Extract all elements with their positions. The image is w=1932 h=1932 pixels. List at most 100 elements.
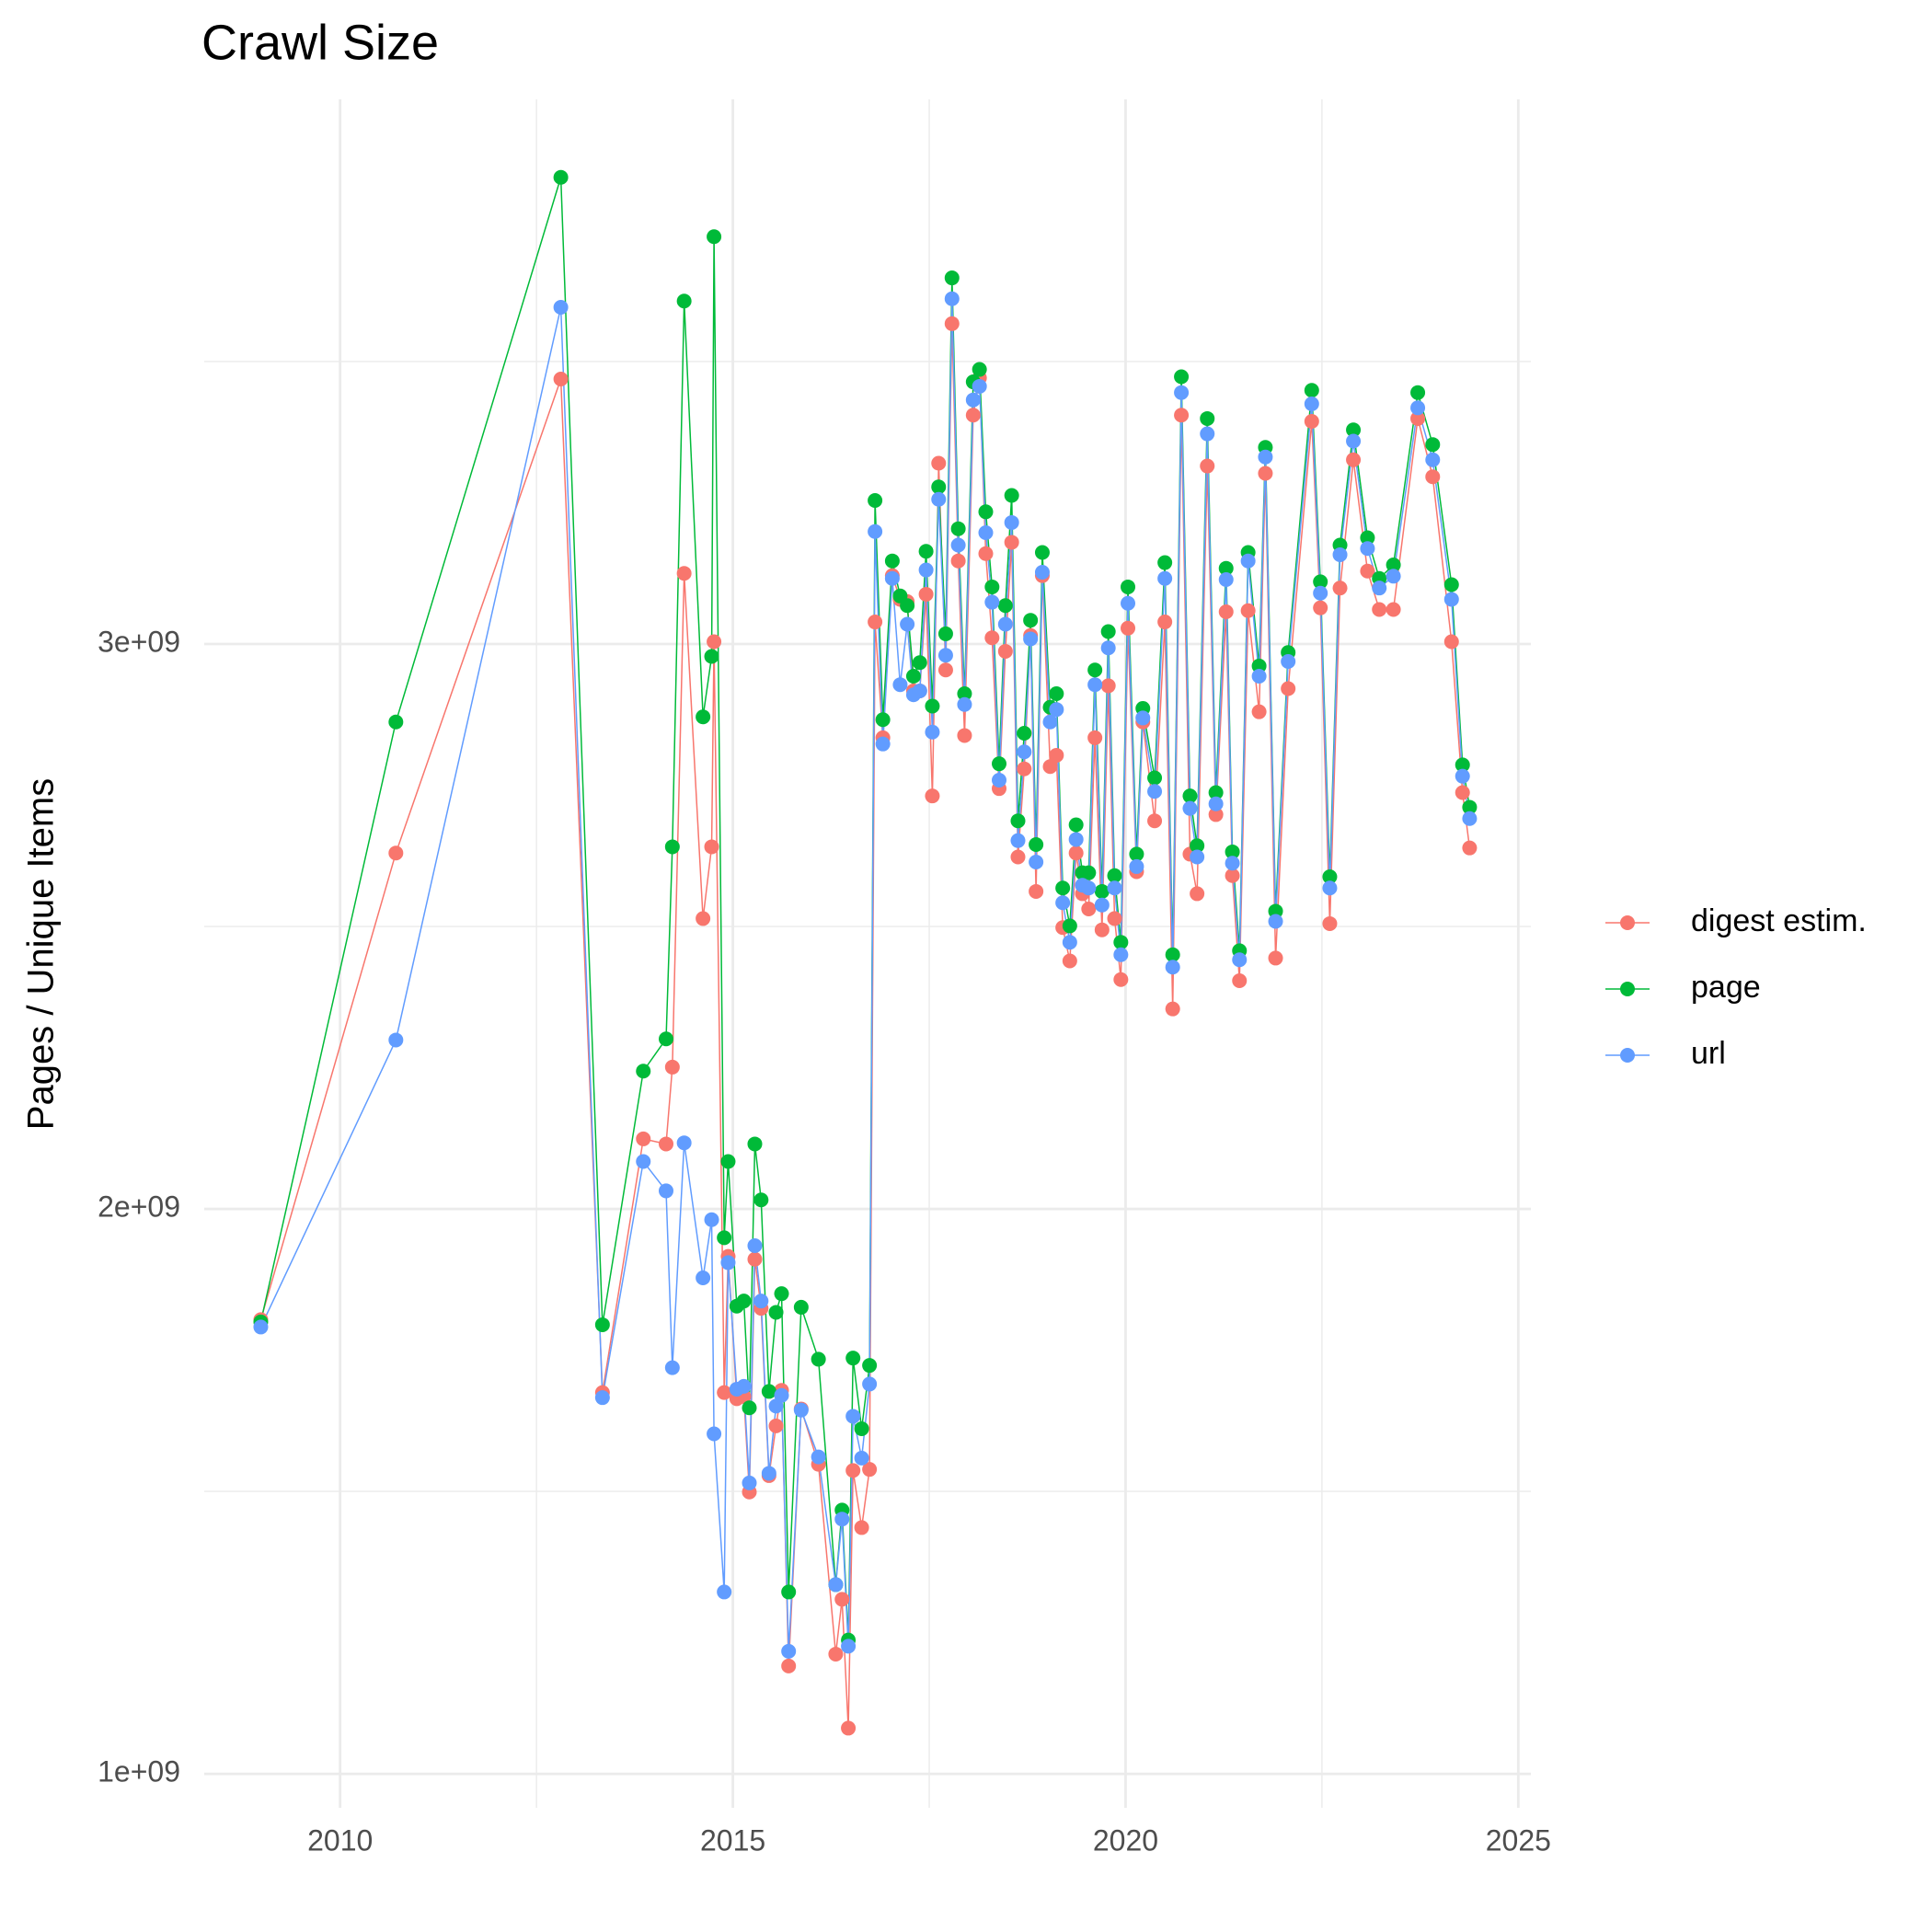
data-point [761,1466,776,1481]
data-point [1062,935,1077,950]
data-point [1225,868,1240,883]
data-point [1258,449,1273,465]
data-point [811,1449,826,1465]
data-point [957,686,972,702]
plot-area [253,169,1478,1736]
data-point [937,626,953,641]
data-point [1062,953,1077,969]
data-point [736,1294,752,1309]
legend-marker [1620,1048,1635,1063]
data-point [978,504,994,520]
data-point [984,630,1000,646]
y-tick-label: 1e+09 [98,1755,180,1788]
legend-marker [1620,915,1635,930]
data-point [707,634,722,650]
data-point [1100,640,1116,656]
data-point [747,1237,763,1253]
data-point [1386,569,1401,584]
data-point [1360,563,1375,579]
data-point [1174,408,1190,423]
y-axis-label: Pages / Unique Items [21,778,62,1130]
data-point [1121,595,1136,611]
data-point [997,598,1013,614]
data-point [696,911,711,926]
data-point [717,1385,732,1400]
data-point [774,1286,789,1302]
data-point [1455,768,1470,784]
data-point [553,169,569,185]
data-point [1332,546,1348,562]
data-point [918,544,934,559]
data-point [1268,950,1283,966]
data-point [696,709,711,725]
data-point [1094,922,1110,937]
data-point [1332,581,1348,596]
data-point [944,291,960,306]
data-point [781,1643,797,1659]
data-point [1218,571,1234,587]
data-point [1010,833,1026,848]
data-point [892,677,908,693]
data-point [768,1418,784,1433]
data-point [992,756,1007,772]
data-point [972,362,987,377]
data-point [1322,868,1338,884]
data-point [664,1059,680,1075]
data-point [854,1520,869,1535]
data-point [636,1064,651,1079]
data-point [1251,668,1267,684]
data-point [997,643,1013,659]
data-point [1372,602,1387,617]
data-point [834,1592,850,1607]
data-point [1017,726,1032,742]
data-point [1049,702,1064,718]
data-point [937,662,953,678]
data-point [1004,535,1019,550]
data-point [1462,799,1478,815]
x-tick-label: 2015 [700,1823,765,1857]
data-point [1200,410,1215,426]
data-point [1165,960,1180,975]
data-point [845,1351,861,1366]
data-point [704,649,719,664]
data-point [747,1251,763,1267]
data-point [1087,677,1103,693]
data-point [1225,856,1240,871]
data-point [992,772,1007,788]
data-point [1462,840,1478,856]
data-point [1094,897,1110,913]
data-point [1174,369,1190,385]
data-point [717,1230,732,1246]
data-point [868,493,883,509]
data-point [1100,624,1116,639]
data-point [937,648,953,663]
data-point [884,553,900,569]
data-point [1004,514,1019,530]
data-point [834,1512,850,1527]
data-point [636,1131,651,1146]
data-point [768,1305,784,1320]
data-point [1410,400,1426,416]
data-point [1268,903,1283,919]
data-point [854,1420,869,1436]
data-point [841,1720,857,1736]
data-point [696,1270,711,1285]
data-point [841,1639,857,1654]
data-point [925,698,940,714]
data-point [957,728,972,743]
data-point [1129,858,1144,874]
data-point [781,1658,797,1673]
data-point [1068,845,1084,861]
data-point [1281,681,1296,696]
x-tick-label: 2020 [1093,1823,1158,1857]
legend-label: url [1691,1036,1726,1071]
data-point [753,1192,769,1208]
data-point [1218,560,1234,576]
data-point [912,683,927,698]
data-point [1240,603,1256,618]
data-point [1425,437,1441,453]
data-point [1004,488,1019,503]
data-point [900,616,915,632]
data-point [704,1212,719,1227]
